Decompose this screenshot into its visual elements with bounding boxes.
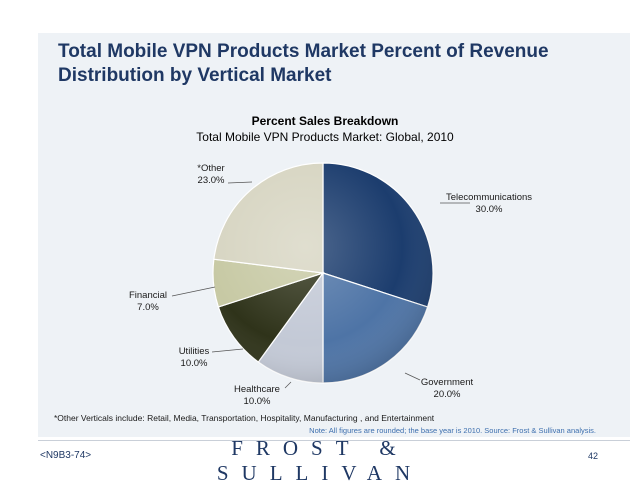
leader-line-healthcare [284,381,292,389]
leader-line-other [227,181,253,184]
footnote: *Other Verticals include: Retail, Media,… [54,413,435,423]
chart-subtitle: Total Mobile VPN Products Market: Global… [196,130,454,144]
pie-slice-other [213,162,324,274]
leader-line-utilities [211,348,244,353]
slice-label-healthcare: Healthcare [234,384,280,395]
slice-value-other: 23.0% [198,175,225,186]
slide-title: Total Mobile VPN Products Market Percent… [58,40,618,88]
footer-divider [38,440,630,441]
slice-value-utilities: 10.0% [181,358,208,369]
slice-label-financial: Financial [129,290,167,301]
slice-value-telecommunications: 30.0% [476,204,503,215]
slice-value-financial: 7.0% [137,302,159,313]
slide-title-line-1: Total Mobile VPN Products Market Percent… [58,41,549,62]
leader-line-financial [171,286,216,297]
footer-brand-logo: FROST & SULLIVAN [216,436,424,485]
slide-title-line-2: Distribution by Vertical Market [58,65,332,86]
source-note: Note: All figures are rounded; the base … [309,426,596,435]
slice-label-government: Government [421,377,474,388]
slice-label-telecommunications: Telecommunications [446,192,532,203]
footer-code: <N9B3-74> [40,450,92,461]
slice-label-utilities: Utilities [179,346,210,357]
chart-title: Percent Sales Breakdown [251,114,399,128]
slice-value-government: 20.0% [434,389,461,400]
page-number: 42 [587,451,598,461]
leader-line-government [404,372,421,381]
slice-value-healthcare: 10.0% [244,396,271,407]
slice-label-other: *Other [197,163,224,174]
